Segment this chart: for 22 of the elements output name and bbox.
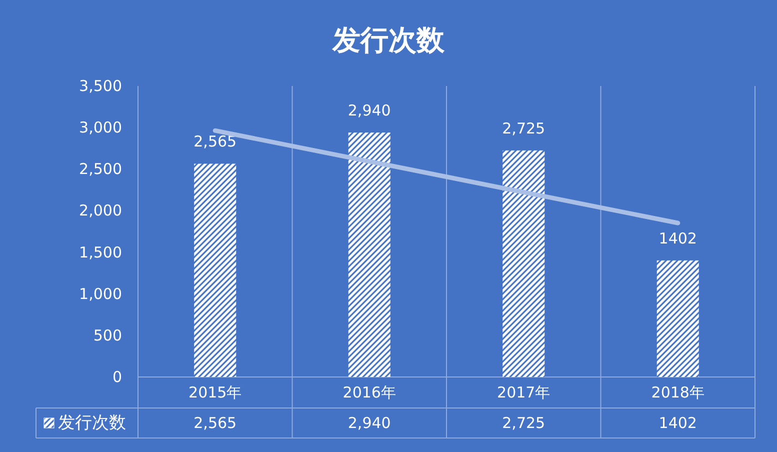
data-label: 1402 — [658, 414, 697, 432]
y-tick-label: 0 — [112, 368, 122, 386]
text: 1402 — [658, 229, 697, 248]
data-label: 2,725 — [502, 414, 546, 432]
x-tick-label: 2017年 — [497, 384, 550, 402]
y-tick-label: 2,500 — [79, 160, 122, 178]
chart-title: 发行次数 — [332, 24, 446, 56]
legend-label: 发行次数 — [58, 413, 126, 433]
data-label: 2,940 — [348, 414, 391, 432]
data-label: 2,565 — [194, 414, 237, 432]
x-tick-label: 2016年 — [342, 384, 396, 402]
text: 2,940 — [348, 102, 391, 120]
y-tick-label: 1,500 — [79, 243, 122, 262]
text: 2,565 — [194, 132, 237, 151]
y-tick-label: 1,000 — [79, 284, 122, 303]
x-tick-label: 2015年 — [188, 384, 242, 402]
text: 2,725 — [502, 119, 546, 138]
y-tick-label: 3,000 — [79, 118, 122, 137]
y-tick-label: 2,000 — [79, 202, 122, 220]
x-tick-label: 2018年 — [651, 384, 704, 402]
y-tick-label: 3,500 — [79, 77, 122, 95]
y-tick-label: 500 — [93, 326, 122, 344]
